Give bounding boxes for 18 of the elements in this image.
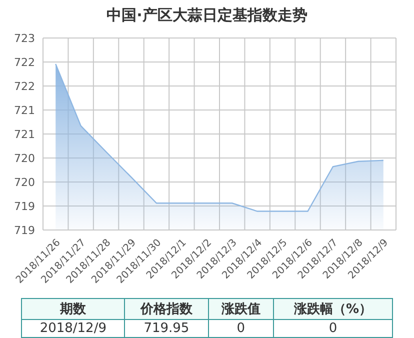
text: 2018/12/9 bbox=[22, 320, 125, 338]
y-tick-label: 721 bbox=[14, 128, 35, 141]
y-tick-label: 722 bbox=[14, 80, 35, 93]
y-tick-label: 719 bbox=[14, 200, 35, 213]
y-tick-label: 720 bbox=[14, 176, 35, 189]
text: 0 bbox=[208, 320, 274, 338]
text: 0 bbox=[274, 320, 392, 338]
text: 价格指数 bbox=[124, 298, 208, 320]
text: 涨跌幅（%） bbox=[274, 298, 392, 320]
text: 涨跌值 bbox=[208, 298, 274, 320]
y-tick-label: 720 bbox=[14, 152, 35, 165]
text: 期数 bbox=[22, 298, 125, 320]
y-tick-label: 722 bbox=[14, 56, 35, 69]
y-tick-label: 721 bbox=[14, 104, 35, 117]
y-tick-label: 723 bbox=[14, 32, 35, 45]
y-tick-label: 719 bbox=[14, 224, 35, 237]
chart-title: 中国·产区大蒜日定基指数走势 bbox=[106, 6, 308, 26]
text: 719.95 bbox=[124, 320, 208, 338]
